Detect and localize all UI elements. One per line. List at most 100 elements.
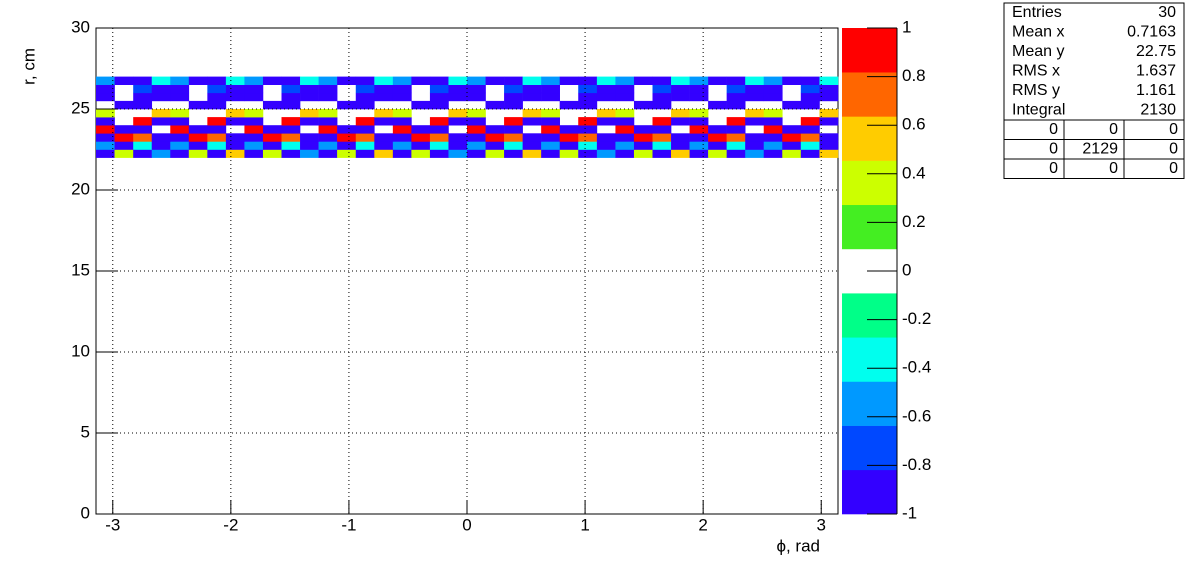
cell — [578, 76, 598, 85]
cell — [596, 133, 616, 142]
cell — [281, 149, 301, 158]
cell — [745, 117, 765, 126]
cell — [578, 133, 598, 142]
cell — [207, 92, 227, 102]
cell — [429, 76, 449, 85]
cell — [374, 117, 394, 126]
cell — [96, 84, 115, 94]
palette-band — [842, 381, 897, 426]
cell — [578, 125, 598, 134]
cell — [411, 133, 431, 142]
stats-box — [1003, 2, 1185, 179]
cell — [689, 125, 709, 134]
cell — [819, 149, 839, 158]
cell — [225, 133, 245, 142]
cell — [355, 125, 375, 134]
cell — [244, 149, 264, 158]
stat-cell: 0 — [1049, 121, 1058, 138]
cell — [522, 141, 542, 150]
cell — [151, 84, 171, 94]
cell — [541, 109, 560, 118]
cell — [763, 117, 783, 126]
cell — [615, 109, 635, 118]
cell — [800, 149, 820, 158]
cell — [411, 76, 431, 85]
cell — [392, 117, 412, 126]
cell — [745, 84, 765, 94]
cell — [318, 141, 338, 150]
cell — [504, 141, 523, 150]
cell — [374, 133, 394, 142]
cell — [244, 84, 264, 94]
x-tick-label: 0 — [462, 515, 471, 534]
cell — [763, 149, 783, 158]
stat-value: 0.7163 — [1127, 23, 1176, 40]
cell — [800, 100, 820, 110]
cell — [800, 141, 820, 150]
cell — [170, 117, 190, 126]
cell — [337, 100, 357, 110]
cell — [188, 141, 208, 150]
cell — [671, 117, 690, 126]
cell — [355, 133, 375, 142]
cell — [559, 149, 579, 158]
cell — [596, 84, 616, 94]
cell — [133, 149, 153, 158]
cell — [429, 84, 449, 94]
cell — [522, 84, 542, 94]
cell — [819, 133, 839, 142]
cell — [207, 125, 227, 134]
cell — [819, 76, 839, 85]
cell — [262, 125, 282, 134]
cell — [689, 92, 709, 102]
cell — [114, 76, 134, 85]
cell — [578, 84, 598, 94]
cell — [504, 133, 523, 142]
cell — [448, 117, 468, 126]
z-tick-label: 0.6 — [902, 115, 926, 134]
cell — [96, 92, 115, 102]
cell — [671, 141, 690, 150]
cell — [188, 100, 208, 110]
stat-label: Mean x — [1012, 23, 1064, 40]
cell — [504, 76, 523, 85]
cell — [374, 141, 394, 150]
cell — [726, 141, 746, 150]
cell — [300, 133, 319, 142]
cell — [726, 92, 746, 102]
stat-cell: 2129 — [1082, 140, 1118, 157]
cell — [448, 109, 468, 118]
cell — [281, 92, 301, 102]
cell — [262, 149, 282, 158]
cell — [188, 133, 208, 142]
stat-cell: 0 — [1049, 160, 1058, 177]
cell — [448, 92, 468, 102]
cell — [262, 100, 282, 110]
cell — [207, 117, 227, 126]
cell — [429, 141, 449, 150]
cell — [708, 100, 727, 110]
x-tick-label: -2 — [223, 515, 238, 534]
cell — [244, 125, 264, 134]
cell — [374, 149, 394, 158]
stat-cell: 0 — [1169, 160, 1178, 177]
cell — [318, 84, 338, 94]
cell — [615, 149, 635, 158]
cell — [541, 117, 560, 126]
palette-band — [842, 425, 897, 471]
cell — [504, 100, 523, 110]
cell — [96, 149, 115, 158]
z-tick-label: -0.2 — [902, 309, 931, 328]
cell — [689, 109, 709, 118]
cell — [151, 133, 171, 142]
cell — [671, 109, 690, 118]
cell — [207, 149, 227, 158]
cell — [596, 141, 616, 150]
cell — [633, 141, 653, 150]
palette-band — [842, 72, 897, 117]
cell — [429, 149, 449, 158]
cell — [596, 76, 616, 85]
cell — [800, 125, 820, 134]
cell — [671, 84, 690, 94]
cell — [726, 125, 746, 134]
